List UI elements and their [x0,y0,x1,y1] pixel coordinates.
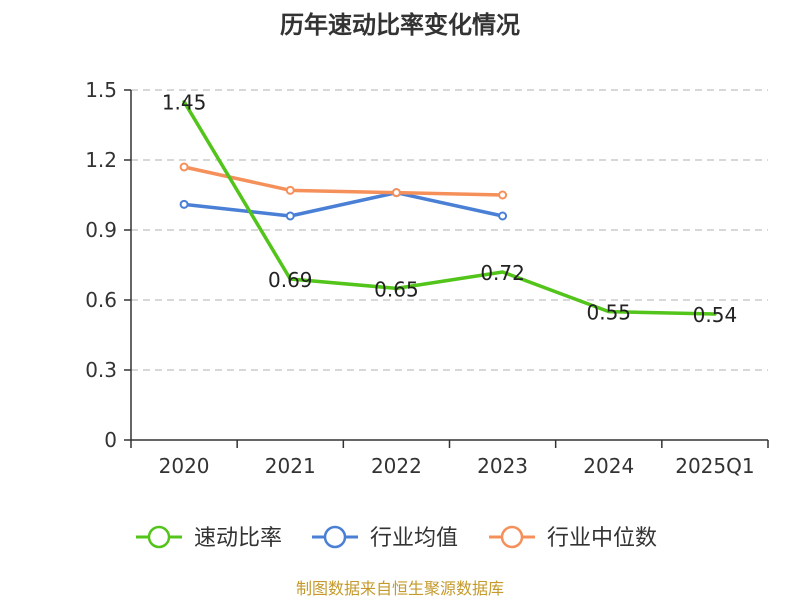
series-point [498,211,508,221]
legend-label: 行业中位数 [547,526,657,551]
legend-item: 行业均值 [312,525,458,551]
legend-marker [147,525,171,549]
y-tick-label: 0 [104,428,117,452]
series-point [285,185,295,195]
data-label: 0.54 [693,303,738,327]
series-line [182,190,505,218]
series-point [285,211,295,221]
series-point [179,199,189,209]
grid-lines [131,89,768,371]
data-labels: 1.45 0.69 0.65 0.72 0.55 0.54 [162,91,737,327]
series-point [179,162,189,172]
legend-label: 行业均值 [370,526,458,551]
y-tick-label: 1.5 [85,78,117,102]
legend: 速动比率 行业均值 行业中位数 [136,525,657,551]
x-tick-label: 2024 [583,454,634,478]
x-tick-label: 2022 [371,454,422,478]
legend-marker [323,525,347,549]
legend-item: 行业中位数 [489,525,657,551]
y-tick-label: 0.6 [85,288,117,312]
x-tick-label: 2020 [159,454,210,478]
data-label: 0.72 [480,261,525,285]
series-line [182,99,717,316]
source-note: 制图数据来自恒生聚源数据库 [296,579,504,598]
series-point [391,188,401,198]
data-label: 1.45 [162,91,207,115]
chart-title: 历年速动比率变化情况 [280,11,520,39]
series-layer [179,99,717,316]
axes: 0 0.3 0.6 0.9 1.2 1.5 2020 2021 2022 2023 2024 2025… [85,78,769,478]
y-tick-label: 1.2 [85,148,117,172]
series-line [182,165,505,197]
x-tick-label: 2021 [265,454,316,478]
x-tick-label: 2025Q1 [675,454,754,478]
data-label: 0.55 [586,301,631,325]
data-label: 0.65 [374,277,419,301]
y-tick-label: 0.3 [85,358,117,382]
data-label: 0.69 [268,268,313,292]
legend-marker [500,525,524,549]
series-point [498,190,508,200]
y-tick-label: 0.9 [85,218,117,242]
legend-label: 速动比率 [194,526,282,551]
legend-item: 速动比率 [136,525,282,551]
x-tick-label: 2023 [477,454,528,478]
